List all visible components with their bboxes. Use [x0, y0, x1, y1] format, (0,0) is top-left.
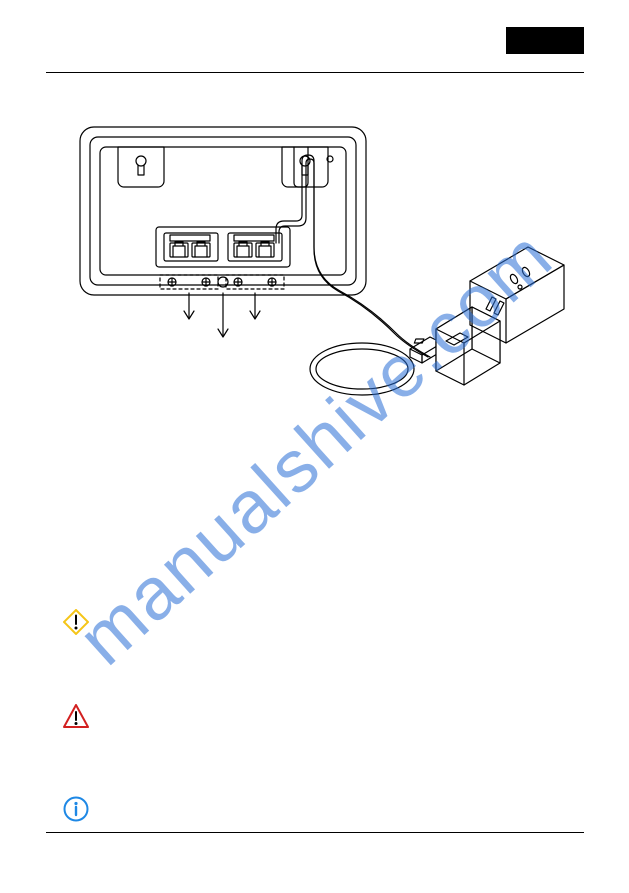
- header-rule: [46, 72, 584, 73]
- info-icon: [63, 796, 89, 822]
- footer-rule: [46, 832, 584, 833]
- device-connection-diagram: [78, 125, 568, 465]
- caution-icon: [63, 609, 89, 635]
- warning-icon: [63, 704, 89, 728]
- header-block: [506, 27, 584, 54]
- page: manualshive.com: [0, 0, 629, 893]
